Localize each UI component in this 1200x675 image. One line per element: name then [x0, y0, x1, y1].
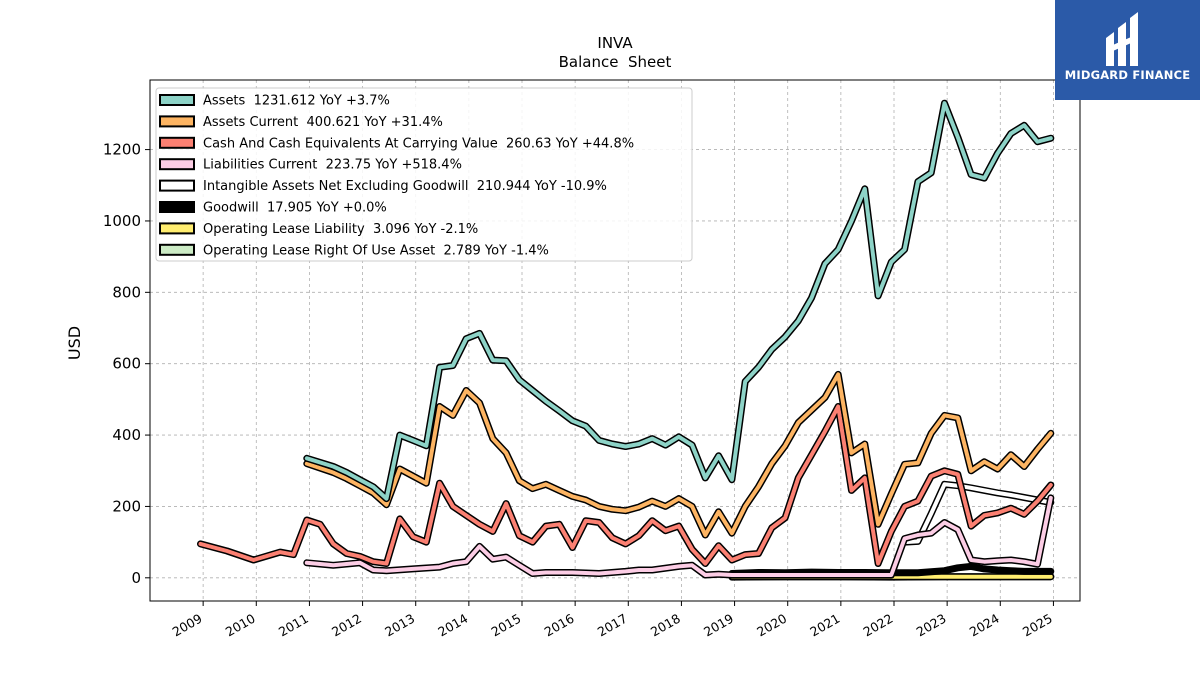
x-tick-label: 2021	[807, 611, 842, 640]
legend-entry-label: Goodwill 17.905 YoY +0.0%	[203, 201, 387, 216]
plot-frame	[149, 79, 1081, 602]
series-assets-current	[303, 370, 1055, 539]
x-tick-label: 2012	[329, 611, 364, 640]
legend-entry-label: Assets 1231.612 YoY +3.7%	[203, 94, 390, 109]
legend-entry-label: Liabilities Current 223.75 YoY +518.4%	[203, 158, 462, 173]
x-tick-label: 2024	[967, 611, 1002, 640]
y-tick-label: 600	[112, 355, 141, 373]
series-cash-and-cash-equivalents-at-carrying-value	[197, 403, 1055, 567]
x-tick-label: 2011	[276, 611, 311, 640]
legend-swatch	[159, 222, 195, 235]
x-tick-label: 2015	[488, 611, 523, 640]
midgard-finance-logo: MIDGARD FINANCE	[1055, 0, 1200, 100]
legend-swatch	[159, 136, 195, 149]
series-line	[304, 372, 1053, 537]
x-tick-label: 2017	[595, 611, 630, 640]
x-tick-label: 2020	[754, 611, 789, 640]
y-tick-label: 400	[112, 426, 141, 444]
series-assets	[303, 99, 1055, 503]
logo-text: MIDGARD FINANCE	[1064, 68, 1191, 82]
x-tick-label: 2009	[170, 611, 205, 640]
x-tick-label: 2023	[914, 611, 949, 640]
x-tick-label: 2013	[382, 611, 417, 640]
legend-swatch	[159, 179, 195, 192]
legend-entry-label: Operating Lease Right Of Use Asset 2.789…	[203, 243, 549, 258]
legend-swatch	[159, 201, 195, 213]
x-tick-label: 2018	[648, 611, 683, 640]
chart-title: INVA	[597, 34, 633, 52]
x-tick-label: 2010	[223, 611, 258, 640]
legend-entry-label: Operating Lease Liability 3.096 YoY -2.1…	[203, 222, 478, 237]
legend-entry-label: Assets Current 400.621 YoY +31.4%	[203, 115, 443, 130]
series-outline	[303, 370, 1055, 539]
series-intangible-assets-net-excluding-goodwill	[901, 480, 1055, 546]
x-tick-label: 2022	[860, 611, 895, 640]
y-tick-label: 1200	[103, 141, 141, 159]
series-line	[902, 482, 1053, 545]
series-line	[304, 101, 1053, 501]
series-line	[304, 495, 1053, 577]
legend-swatch	[159, 243, 195, 256]
y-tick-label: 800	[112, 283, 141, 301]
x-tick-label: 2016	[542, 611, 577, 640]
legend-swatch	[159, 115, 195, 128]
y-tick-label: 1000	[103, 212, 141, 230]
series-outline	[197, 403, 1055, 567]
legend-box	[155, 87, 693, 262]
legend-swatch	[159, 94, 195, 106]
x-tick-label: 2025	[1020, 611, 1055, 640]
series-line	[198, 404, 1053, 566]
y-tick-label: 0	[131, 569, 141, 587]
series-liabilities-current	[303, 494, 1055, 579]
series-lines	[197, 99, 1055, 581]
chart-subtitle: Balance Sheet	[559, 53, 672, 71]
y-axis-label: USD	[65, 326, 84, 360]
midgard-logo-icon	[1106, 12, 1138, 66]
legend-entry-label: Intangible Assets Net Excluding Goodwill…	[203, 179, 607, 194]
x-tick-label: 2019	[701, 611, 736, 640]
x-tick-label: 2014	[435, 611, 470, 640]
legend-entry-label: Cash And Cash Equivalents At Carrying Va…	[203, 136, 634, 151]
legend: Assets 1231.612 YoY +3.7% Assets Current …	[155, 87, 693, 262]
y-tick-label: 200	[112, 497, 141, 515]
legend-swatch	[159, 158, 195, 171]
